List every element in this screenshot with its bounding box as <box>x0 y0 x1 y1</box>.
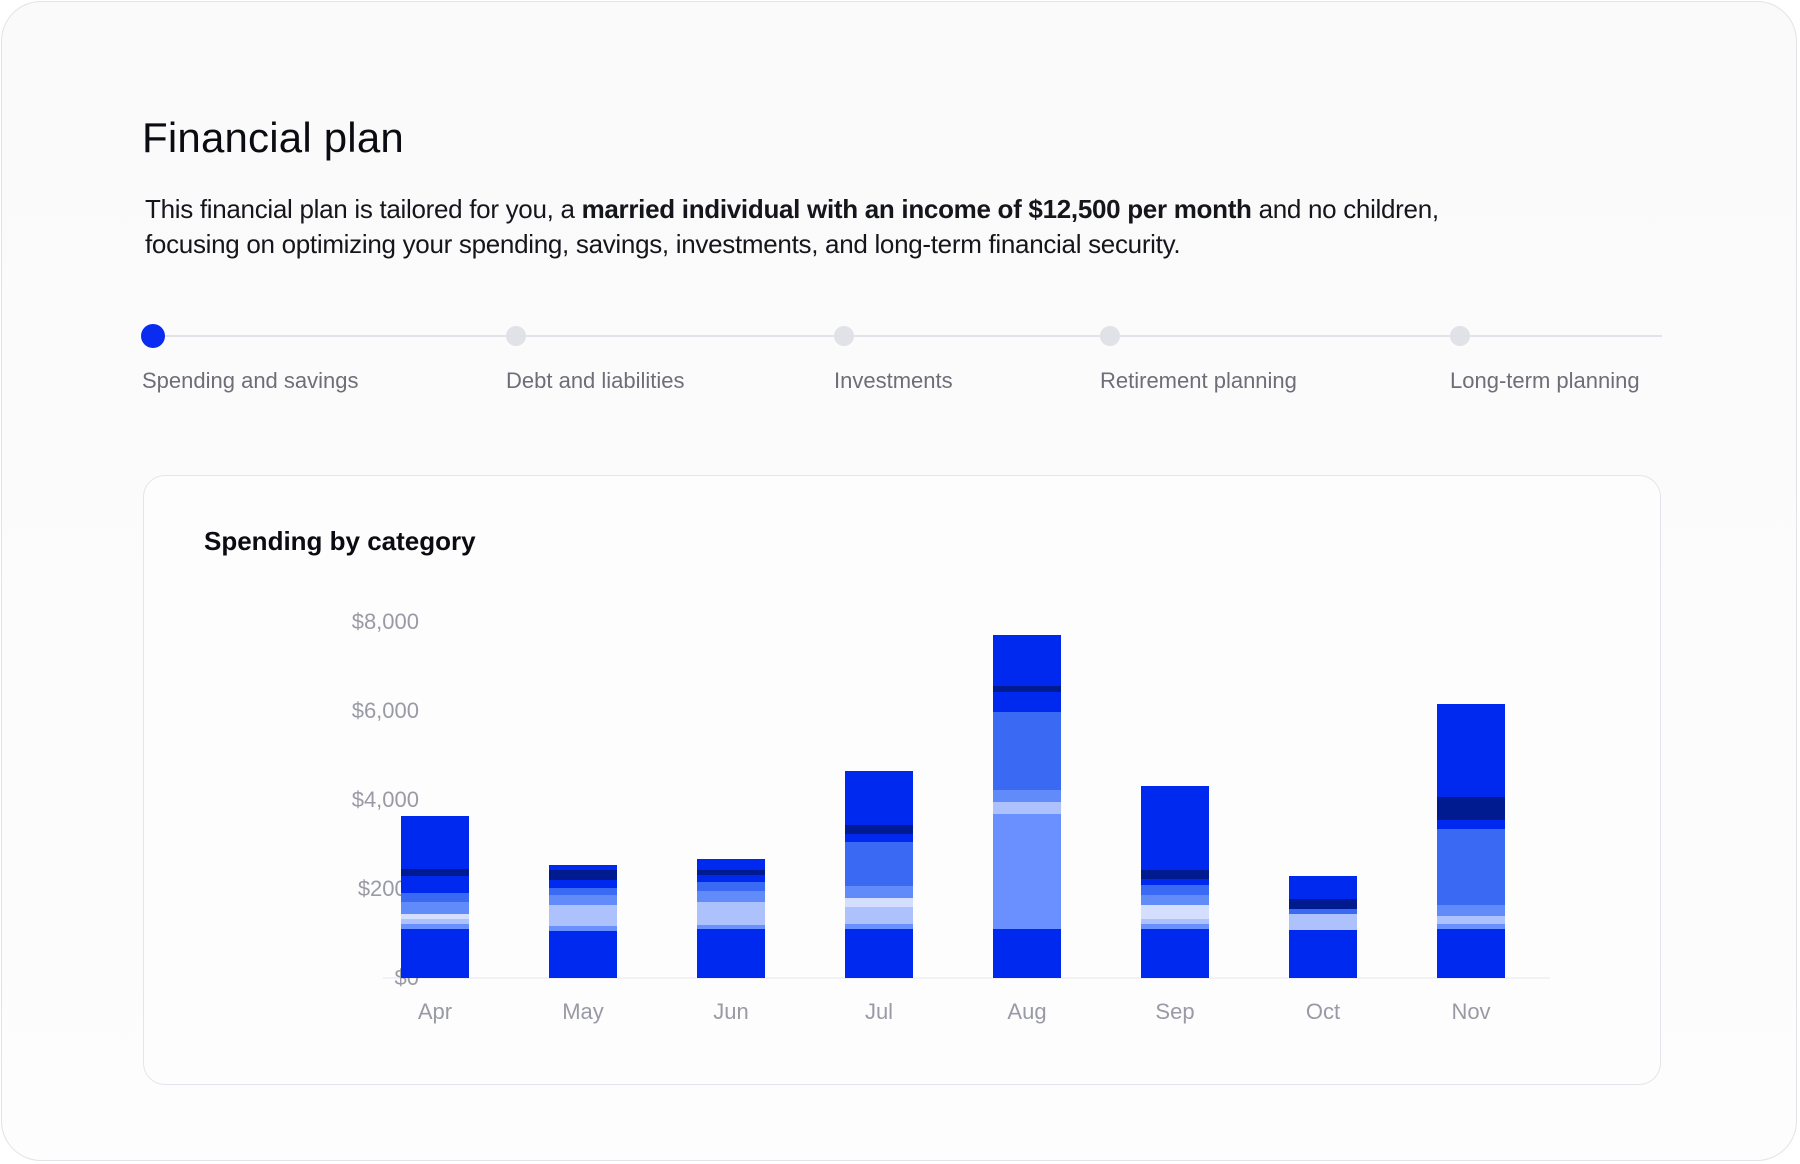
bar-segment[interactable] <box>1141 895 1209 906</box>
stepper-line <box>152 335 1662 337</box>
step-label: Investments <box>834 368 953 393</box>
bar-segment[interactable] <box>1437 820 1505 829</box>
bar-segment[interactable] <box>1437 916 1505 925</box>
x-tick-label: Apr <box>417 999 453 1024</box>
bar-segment[interactable] <box>401 919 469 925</box>
plan-stepper: Spending and savings Debt and liabilitie… <box>141 322 1662 402</box>
step-dot <box>1100 326 1120 346</box>
bar-segment[interactable] <box>845 923 913 930</box>
bar-segment[interactable] <box>401 924 469 930</box>
description-text-end: and no children, focusing on optimizing … <box>145 194 1439 259</box>
bar-segment[interactable] <box>697 874 765 883</box>
bar-segment[interactable] <box>549 894 617 905</box>
description-text: This financial plan is tailored for you,… <box>145 194 582 224</box>
bar-segment[interactable] <box>401 929 469 978</box>
bar-segment[interactable] <box>845 833 913 843</box>
step-dot <box>834 326 854 346</box>
bar-segment[interactable] <box>1141 885 1209 896</box>
bar-segment[interactable] <box>697 882 765 891</box>
bar-segment[interactable] <box>1289 909 1357 914</box>
x-tick-label: Oct <box>1305 999 1341 1024</box>
bar-segment[interactable] <box>993 790 1061 803</box>
y-tick-label: $6,000 <box>351 698 419 723</box>
bar-segment[interactable] <box>401 914 469 920</box>
x-tick-label: Sep <box>1155 999 1195 1024</box>
x-tick-label: Jul <box>864 999 894 1024</box>
step-label: Long-term planning <box>1450 368 1640 393</box>
bar-segment[interactable] <box>1437 905 1505 917</box>
step-label: Retirement planning <box>1100 368 1297 393</box>
bar-segment[interactable] <box>697 901 765 925</box>
bar-segment[interactable] <box>1141 919 1209 925</box>
bar-segment[interactable] <box>993 929 1061 978</box>
bar-segment[interactable] <box>1141 905 1209 920</box>
bar-segment[interactable] <box>1141 924 1209 930</box>
bar-segment[interactable] <box>993 691 1061 712</box>
bar-segment[interactable] <box>1437 929 1505 978</box>
bar-segment[interactable] <box>845 824 913 834</box>
bar-segment[interactable] <box>1289 929 1357 978</box>
bar-segment[interactable] <box>549 864 617 870</box>
page-title: Financial plan <box>142 114 404 161</box>
bar-segment[interactable] <box>1289 899 1357 909</box>
bar-segment[interactable] <box>1437 704 1505 797</box>
bar-segment[interactable] <box>993 686 1061 692</box>
bar-segment[interactable] <box>549 904 617 926</box>
bar-segment[interactable] <box>993 711 1061 791</box>
bar-segment[interactable] <box>697 869 765 875</box>
description-highlight: married individual with an income of $12… <box>581 194 1252 224</box>
bar-segment[interactable] <box>1437 828 1505 906</box>
bar-segment[interactable] <box>993 814 1061 930</box>
spending-chart-card: Spending by category $0$2000$4,000$6,000… <box>143 475 1661 1085</box>
x-axis-line <box>383 977 1550 979</box>
bar-segment[interactable] <box>1141 929 1209 978</box>
bar-segment[interactable] <box>401 815 469 869</box>
step-label: Spending and savings <box>142 368 359 393</box>
bar-segment[interactable] <box>1289 875 1357 899</box>
bar-segment[interactable] <box>697 929 765 978</box>
step-dot <box>506 326 526 346</box>
bar-segment[interactable] <box>549 869 617 880</box>
x-tick-label: Jun <box>713 999 749 1024</box>
bar-segment[interactable] <box>993 802 1061 814</box>
x-tick-label: Nov <box>1451 999 1491 1024</box>
bar-segment[interactable] <box>845 842 913 886</box>
bar-segment[interactable] <box>1141 870 1209 879</box>
bar-segment[interactable] <box>549 930 617 978</box>
bar-segment[interactable] <box>401 868 469 876</box>
bar-segment[interactable] <box>697 924 765 930</box>
bar-segment[interactable] <box>845 906 913 924</box>
bar-segment[interactable] <box>549 888 617 895</box>
step-dot-active <box>141 324 165 348</box>
x-tick-label: Aug <box>1007 999 1047 1024</box>
bar-segment[interactable] <box>697 890 765 902</box>
bar-segment[interactable] <box>845 897 913 907</box>
bar-segment[interactable] <box>549 879 617 889</box>
y-tick-label: $8,000 <box>351 609 419 634</box>
bar-segment[interactable] <box>845 770 913 825</box>
bar-segment[interactable] <box>1141 878 1209 886</box>
x-tick-label: May <box>562 999 604 1024</box>
bar-segment[interactable] <box>845 929 913 978</box>
bar-segment[interactable] <box>1437 924 1505 930</box>
bar-segment[interactable] <box>549 925 617 931</box>
bar-segment[interactable] <box>1141 786 1209 871</box>
step-dot <box>1450 326 1470 346</box>
bar-segment[interactable] <box>1289 913 1357 930</box>
bar-segment[interactable] <box>401 902 469 915</box>
bar-segment[interactable] <box>401 893 469 903</box>
chart-title: Spending by category <box>204 526 476 556</box>
bar-segment[interactable] <box>845 885 913 898</box>
bar-segment[interactable] <box>1437 796 1505 820</box>
bar-segment[interactable] <box>993 634 1061 687</box>
step-label: Debt and liabilities <box>506 368 685 393</box>
plan-description: This financial plan is tailored for you,… <box>145 192 1445 262</box>
y-tick-label: $4,000 <box>351 787 419 812</box>
bar-segment[interactable] <box>401 875 469 894</box>
bar-segment[interactable] <box>697 859 765 870</box>
